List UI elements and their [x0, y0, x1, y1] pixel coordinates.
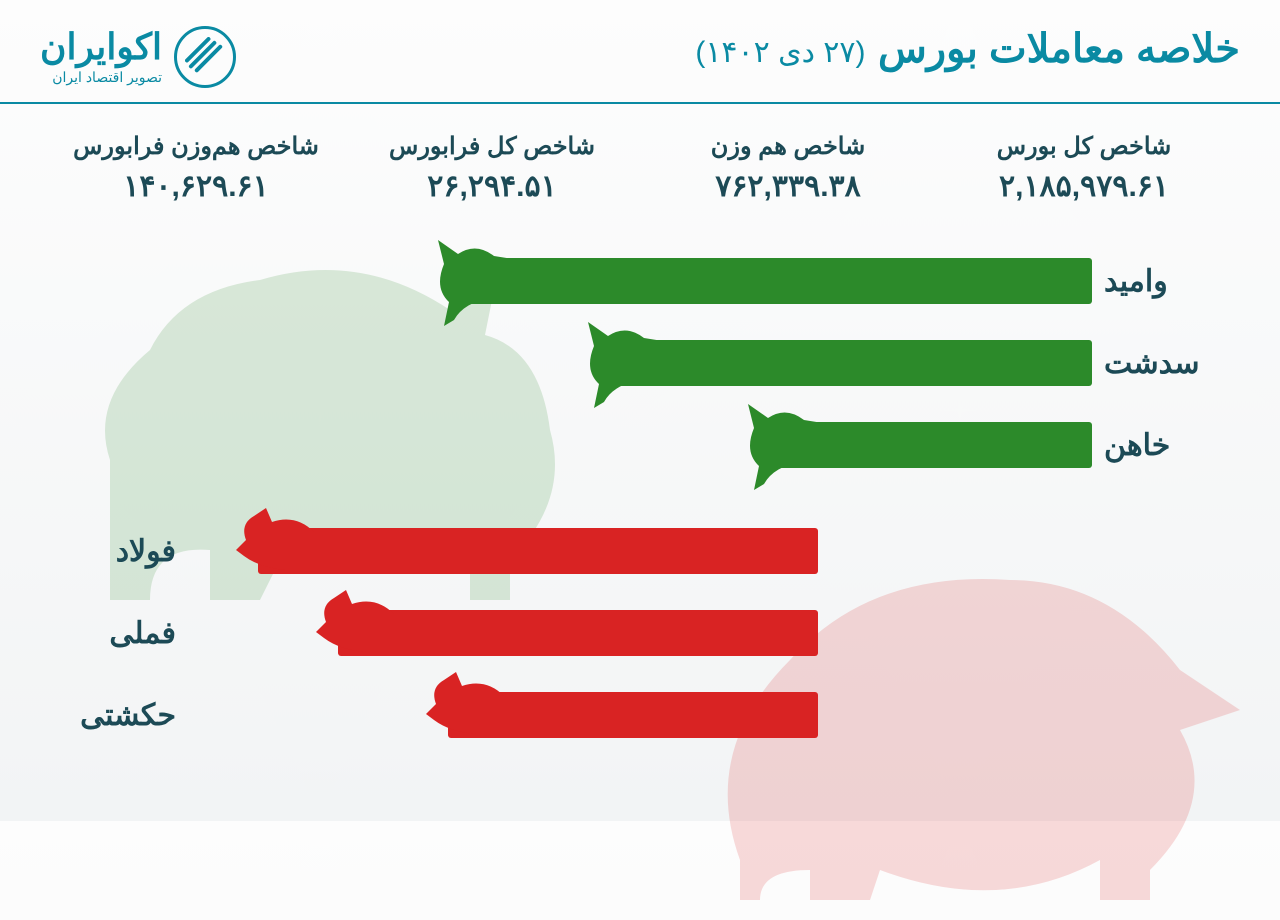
- bar-track: [48, 422, 1092, 468]
- ticker-label: فملی: [48, 616, 188, 651]
- loser-bar: [338, 610, 818, 656]
- index-item: شاخص هم‌وزن فرابورس ۱۴۰,۶۲۹.۶۱: [48, 132, 344, 204]
- index-item: شاخص کل فرابورس ۲۶,۲۹۴.۵۱: [344, 132, 640, 204]
- indices-row: شاخص کل بورس ۲,۱۸۵,۹۷۹.۶۱ شاخص هم وزن ۷۶…: [0, 104, 1280, 240]
- index-item: شاخص کل بورس ۲,۱۸۵,۹۷۹.۶۱: [936, 132, 1232, 204]
- gainers-group: وامید سدشت خاهن: [48, 240, 1232, 486]
- bear-head-icon: [426, 670, 536, 760]
- loser-bar: [448, 692, 818, 738]
- gainer-row: سدشت: [48, 322, 1232, 404]
- bear-head-icon: [316, 588, 426, 678]
- bear-head-icon: [236, 506, 346, 596]
- losers-group: فولاد فملی حکشتی: [48, 510, 1232, 756]
- ticker-label: خاهن: [1092, 428, 1232, 463]
- ticker-label: فولاد: [48, 534, 188, 569]
- logo: اکوایران تصویر اقتصاد ایران: [40, 26, 236, 88]
- header: خلاصه معاملات بورس (۲۷ دی ۱۴۰۲) اکوایران…: [0, 0, 1280, 104]
- page-title: خلاصه معاملات بورس: [878, 27, 1240, 71]
- index-label: شاخص هم‌وزن فرابورس: [48, 132, 344, 161]
- loser-row: حکشتی: [48, 674, 1232, 756]
- bar-track: [188, 692, 1232, 738]
- logo-brand: اکوایران: [40, 29, 162, 65]
- index-label: شاخص کل فرابورس: [344, 132, 640, 161]
- ticker-label: سدشت: [1092, 346, 1232, 381]
- index-value: ۲,۱۸۵,۹۷۹.۶۱: [936, 169, 1232, 204]
- index-value: ۷۶۲,۳۳۹.۳۸: [640, 169, 936, 204]
- page-date: (۲۷ دی ۱۴۰۲): [695, 36, 865, 69]
- ticker-label: وامید: [1092, 264, 1232, 299]
- bull-head-icon: [744, 400, 854, 490]
- bull-head-icon: [584, 318, 694, 408]
- index-value: ۲۶,۲۹۴.۵۱: [344, 169, 640, 204]
- index-item: شاخص هم وزن ۷۶۲,۳۳۹.۳۸: [640, 132, 936, 204]
- gainer-row: خاهن: [48, 404, 1232, 486]
- bar-track: [188, 610, 1232, 656]
- gainer-row: وامید: [48, 240, 1232, 322]
- bull-head-icon: [434, 236, 544, 326]
- logo-mark-icon: [174, 26, 236, 88]
- loser-bar: [258, 528, 818, 574]
- ticker-label: حکشتی: [48, 698, 188, 733]
- index-label: شاخص کل بورس: [936, 132, 1232, 161]
- loser-row: فملی: [48, 592, 1232, 674]
- index-label: شاخص هم وزن: [640, 132, 936, 161]
- index-value: ۱۴۰,۶۲۹.۶۱: [48, 169, 344, 204]
- logo-subtitle: تصویر اقتصاد ایران: [40, 69, 162, 86]
- loser-row: فولاد: [48, 510, 1232, 592]
- chart-area: وامید سدشت خاهن: [0, 240, 1280, 800]
- gainer-bar: [602, 340, 1092, 386]
- gainer-bar: [762, 422, 1092, 468]
- gainer-bar: [452, 258, 1092, 304]
- bar-track: [188, 528, 1232, 574]
- title-block: خلاصه معاملات بورس (۲۷ دی ۱۴۰۲): [695, 26, 1240, 72]
- bar-track: [48, 258, 1092, 304]
- bar-track: [48, 340, 1092, 386]
